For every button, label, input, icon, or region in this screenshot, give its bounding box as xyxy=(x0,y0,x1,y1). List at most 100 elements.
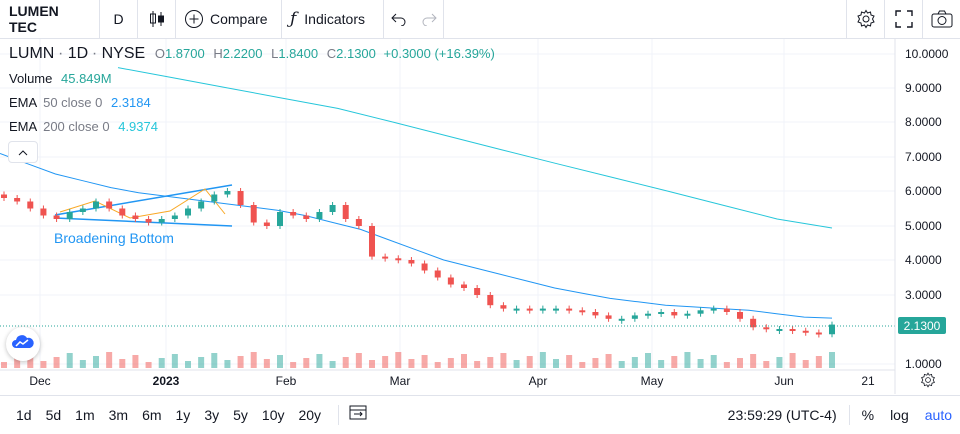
range-5d[interactable]: 5d xyxy=(45,406,62,423)
x-tick-label: Apr xyxy=(529,374,548,388)
volume-bar xyxy=(53,357,60,368)
volume-bar xyxy=(303,358,310,368)
range-5y[interactable]: 5y xyxy=(233,406,248,423)
volume-bar xyxy=(461,354,467,368)
camera-icon xyxy=(931,10,953,28)
candle-body xyxy=(106,201,113,209)
candle-body xyxy=(132,215,139,219)
high-value: 2.2200 xyxy=(222,46,263,61)
divider xyxy=(338,404,340,425)
candle-body xyxy=(815,332,822,335)
candle-body xyxy=(461,284,467,288)
candle-body xyxy=(250,205,257,223)
settings-button[interactable] xyxy=(846,0,884,38)
candle-body xyxy=(763,327,770,330)
snapshot-button[interactable] xyxy=(922,0,960,38)
volume-bar xyxy=(198,357,205,368)
fullscreen-button[interactable] xyxy=(884,0,922,38)
x-tick-label: Feb xyxy=(276,374,297,388)
candle-body xyxy=(645,313,651,316)
range-3m[interactable]: 3m xyxy=(108,406,129,423)
candle-body xyxy=(158,219,165,223)
candle-body xyxy=(408,260,415,264)
volume-bar xyxy=(645,353,651,368)
legend-sep: · xyxy=(57,45,68,62)
function-icon: ƒ xyxy=(290,9,297,29)
candle-body xyxy=(553,308,559,311)
candle-body xyxy=(671,312,678,316)
undo-button[interactable] xyxy=(384,0,414,38)
gear-icon xyxy=(920,372,936,392)
range-20y[interactable]: 20y xyxy=(298,406,322,423)
redo-button[interactable] xyxy=(414,0,444,38)
volume-bar xyxy=(750,354,757,368)
log-toggle[interactable]: log xyxy=(890,407,909,423)
low-label: L xyxy=(271,46,279,61)
indicators-button[interactable]: ƒ Indicators xyxy=(282,0,384,38)
pattern-lower-line xyxy=(54,217,233,227)
compare-label: Compare xyxy=(210,11,268,27)
tradingview-logo[interactable] xyxy=(6,327,40,361)
low-value: 1.8400 xyxy=(278,46,319,61)
volume-value: 45.849M xyxy=(61,71,112,86)
volume-bar xyxy=(185,361,191,368)
x-tick-label: 21 xyxy=(861,374,875,388)
volume-bar xyxy=(14,358,21,368)
candle-body xyxy=(539,308,546,311)
volume-bar xyxy=(1,362,7,368)
open-label: O xyxy=(154,46,165,61)
y-tick-label: 5.0000 xyxy=(905,219,942,233)
range-3y[interactable]: 3y xyxy=(204,406,220,423)
volume-bar xyxy=(40,361,47,368)
range-6m[interactable]: 6m xyxy=(142,406,162,423)
range-1d[interactable]: 1d xyxy=(16,406,32,423)
legend-ema200[interactable]: EMA 200 close 0 4.9374 xyxy=(9,119,158,134)
candle-body xyxy=(487,295,494,306)
range-1y[interactable]: 1y xyxy=(175,406,191,423)
y-tick-label: 3.0000 xyxy=(905,288,942,302)
goto-date-icon[interactable] xyxy=(349,404,367,425)
candle-body xyxy=(27,201,34,209)
pattern-zigzag xyxy=(59,188,226,219)
volume-bar xyxy=(66,353,73,368)
interval-button[interactable]: D xyxy=(100,0,138,38)
candle-body xyxy=(303,215,310,219)
undo-icon xyxy=(391,12,407,26)
candle-body xyxy=(355,219,362,226)
range-1m[interactable]: 1m xyxy=(75,406,95,423)
volume-bar xyxy=(145,362,152,368)
time-display[interactable]: 23:59:29 (UTC-4) xyxy=(727,407,837,423)
compare-button[interactable]: Compare xyxy=(176,0,282,38)
volume-bar xyxy=(329,361,336,368)
legend-collapse-button[interactable] xyxy=(8,141,38,163)
chart-type-button[interactable] xyxy=(138,0,176,38)
candle-body xyxy=(776,329,783,331)
redo-icon xyxy=(421,12,437,26)
auto-toggle[interactable]: auto xyxy=(924,407,952,423)
pattern-label: Broadening Bottom xyxy=(54,230,174,246)
symbol-search-button[interactable]: LUMEN TEC xyxy=(0,0,100,38)
volume-bar xyxy=(763,361,770,368)
range-10y[interactable]: 10y xyxy=(261,406,285,423)
legend-exchange: NYSE xyxy=(101,45,146,62)
volume-bar xyxy=(93,356,99,368)
candle-body xyxy=(145,219,152,223)
ema50-params: 50 close 0 xyxy=(43,95,103,110)
volume-bar xyxy=(737,358,743,368)
legend-volume[interactable]: Volume 45.849M xyxy=(9,71,112,86)
chart-pane[interactable]: 10.0000 9.0000 8.0000 7.0000 6.0000 5.0000 4.0… xyxy=(0,39,960,394)
volume-bar xyxy=(434,362,441,368)
x-tick-label: Jun xyxy=(774,374,793,388)
volume-bar xyxy=(224,360,231,368)
percent-toggle[interactable]: % xyxy=(861,407,875,423)
volume-bar xyxy=(553,359,559,368)
fullscreen-icon xyxy=(894,10,913,28)
price-chart[interactable]: 10.0000 9.0000 8.0000 7.0000 6.0000 5.0000 4.0… xyxy=(0,39,960,394)
volume-bar xyxy=(776,357,783,368)
last-price-label: 2.1300 xyxy=(898,317,946,334)
candle-body xyxy=(14,198,21,202)
candle-body xyxy=(329,205,336,212)
legend-ema50[interactable]: EMA 50 close 0 2.3184 xyxy=(9,95,151,110)
y-tick-label: 1.0000 xyxy=(905,357,942,371)
axis-settings-button[interactable] xyxy=(920,372,936,393)
